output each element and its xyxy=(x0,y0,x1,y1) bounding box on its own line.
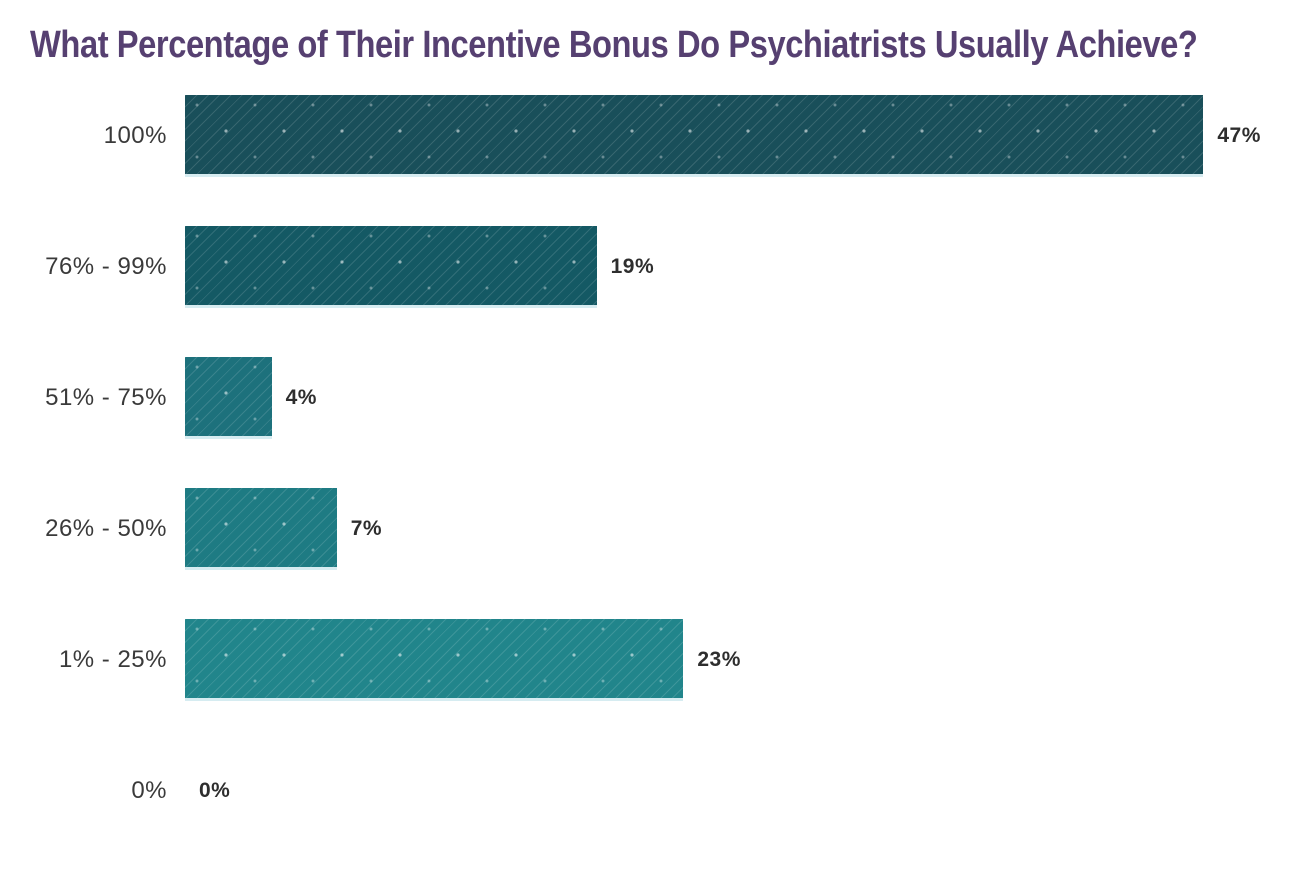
bar-track: 23% xyxy=(185,619,1290,701)
bar-track: 47% xyxy=(185,95,1290,177)
category-label: 51% - 75% xyxy=(45,384,167,411)
chart-row: 1% - 25% 23% xyxy=(0,619,1290,701)
bar-chart: 100% 47% 76% - 99% 19% 51% - 75% 4% 26% … xyxy=(0,95,1290,832)
chart-row: 100% 47% xyxy=(0,95,1290,177)
value-label: 23% xyxy=(697,648,741,671)
bar-track: 4% xyxy=(185,357,1290,439)
bar xyxy=(185,357,272,439)
chart-row: 76% - 99% 19% xyxy=(0,226,1290,308)
category-label: 0% xyxy=(131,777,167,804)
bar-track: 7% xyxy=(185,488,1290,570)
value-label: 47% xyxy=(1217,124,1261,147)
bar-track: 19% xyxy=(185,226,1290,308)
value-label: 0% xyxy=(199,779,231,802)
chart-row: 51% - 75% 4% xyxy=(0,357,1290,439)
category-label: 1% - 25% xyxy=(58,646,167,673)
bar xyxy=(185,226,597,308)
category-label: 26% - 50% xyxy=(45,515,167,542)
chart-row: 0% 0% xyxy=(0,750,1290,832)
bar xyxy=(185,488,337,570)
value-label: 4% xyxy=(285,386,317,409)
bar-track: 0% xyxy=(185,750,1290,832)
chart-title: What Percentage of Their Incentive Bonus… xyxy=(30,24,1198,66)
value-label: 19% xyxy=(610,255,655,278)
category-label: 76% - 99% xyxy=(45,253,167,280)
bar xyxy=(185,619,684,701)
bar xyxy=(185,95,1204,177)
category-label: 100% xyxy=(103,122,167,149)
chart-row: 26% - 50% 7% xyxy=(0,488,1290,570)
value-label: 7% xyxy=(350,517,383,540)
